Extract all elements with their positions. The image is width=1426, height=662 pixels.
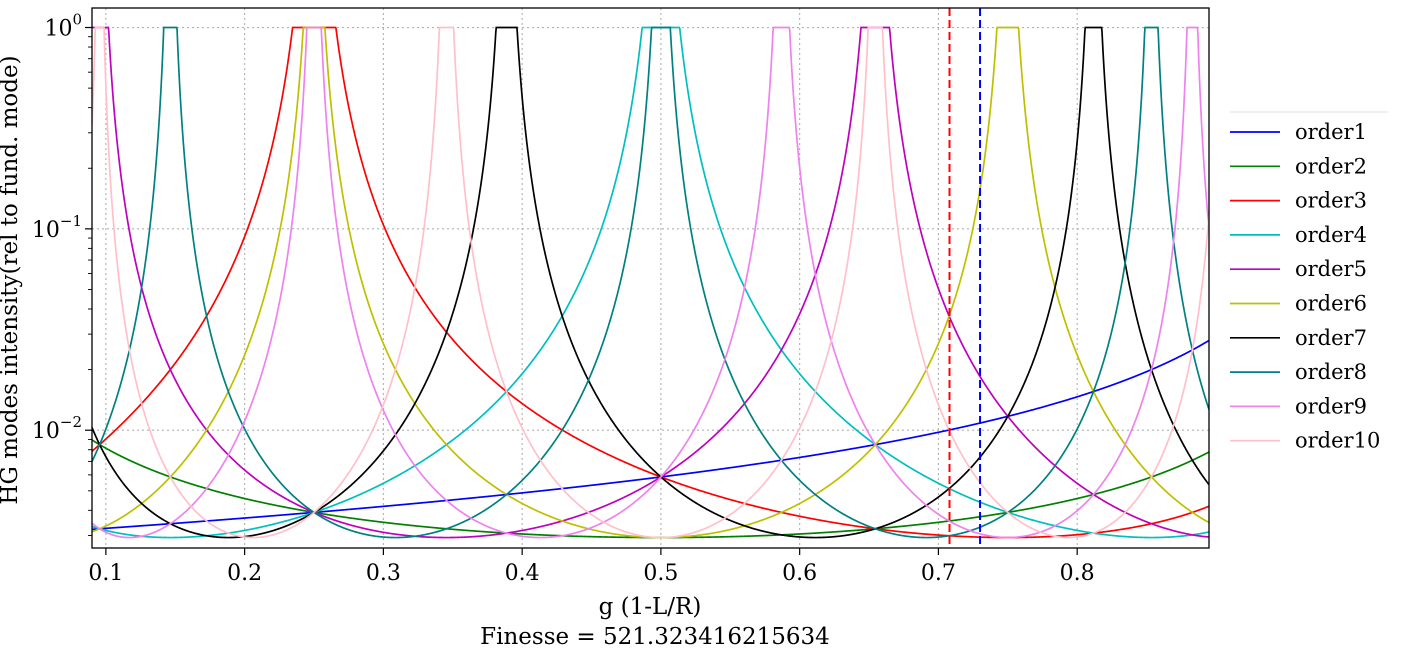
x-tick-label: 0.2: [227, 561, 262, 586]
legend-label-order6: order6: [1295, 292, 1367, 316]
x-axis-ticks: 0.1 0.2 0.3 0.4 0.5 0.6 0.7 0.8: [88, 548, 1095, 586]
legend-items: order1 order2 order3 order4 order5 order6 orde…: [1230, 120, 1380, 453]
series-line-order4: [92, 26, 1209, 539]
grid: [92, 8, 1209, 548]
legend-label-order4: order4: [1295, 223, 1367, 247]
series-line-order8: [92, 26, 1209, 539]
y-axis-ticks: 100 10−1 10−2: [32, 11, 92, 536]
curves: [92, 26, 1209, 539]
legend-label-order8: order8: [1295, 360, 1367, 384]
plot-frame: [91, 7, 1210, 549]
legend-label-order2: order2: [1295, 154, 1367, 178]
x-tick-label: 0.4: [505, 561, 540, 586]
x-axis-label: g (1-L/R): [599, 594, 702, 620]
series-line-order10: [92, 26, 1209, 539]
x-tick-label: 0.5: [643, 561, 678, 586]
legend-label-order3: order3: [1295, 189, 1367, 213]
x-tick-label: 0.1: [88, 561, 123, 586]
y-tick-label: 10−1: [32, 212, 82, 243]
series-line-order7: [92, 26, 1209, 539]
legend-label-order7: order7: [1295, 326, 1367, 350]
y-axis-label: HG modes intensity(rel to fund. mode): [0, 55, 23, 504]
x-tick-label: 0.8: [1060, 561, 1095, 586]
legend-label-order5: order5: [1295, 257, 1367, 281]
legend: order1 order2 order3 order4 order5 order6 orde…: [1230, 111, 1388, 453]
vertical-markers: [948, 8, 982, 548]
legend-label-order10: order10: [1295, 429, 1380, 453]
y-tick-label: 100: [44, 11, 82, 42]
x-tick-label: 0.3: [366, 561, 401, 586]
legend-label-order1: order1: [1295, 120, 1367, 144]
y-tick-label: 10−2: [32, 413, 82, 444]
legend-label-order9: order9: [1295, 394, 1367, 418]
subtitle: Finesse = 521.323416215634: [480, 624, 830, 650]
series-line-order3: [92, 26, 1209, 539]
series-line-order9: [92, 26, 1209, 539]
x-tick-label: 0.6: [782, 561, 817, 586]
series-line-order5: [92, 26, 1209, 539]
plot-background: [92, 8, 1209, 548]
series-line-order1: [92, 339, 1209, 531]
x-tick-label: 0.7: [921, 561, 956, 586]
